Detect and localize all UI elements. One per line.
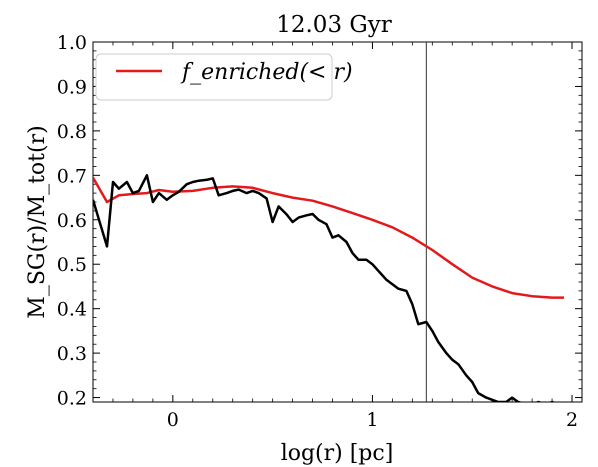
plot-frame [92,41,583,403]
y-tick-label: 0.6 [57,210,87,232]
legend-box [95,53,333,101]
plot-area: 0 1 2 0.2 0.3 0.4 0.5 0.6 0.7 0.8 0.9 1.0 [57,32,583,431]
y-tick-label: 0.5 [57,254,87,276]
x-tick-label: 1 [366,409,378,431]
y-tick-label: 1.0 [57,32,87,54]
y-axis-title: M_SG(r)/M_tot(r) [25,125,50,318]
y-tick-label: 0.9 [57,76,87,98]
y-tick-label: 0.4 [57,299,87,321]
x-tick-label: 0 [167,409,179,431]
chart-title: 12.03 Gyr [276,12,392,38]
y-tick-label: 0.8 [57,121,87,143]
y-tick-label: 0.3 [57,343,87,365]
y-tick-label: 0.7 [57,165,87,187]
legend-label-enriched: f_enriched(< r) [180,60,353,85]
y-tick-label: 0.2 [57,388,87,410]
x-axis-title: log(r) [pc] [281,441,394,466]
x-tick-label: 2 [566,409,578,431]
legend: f_enriched(< r) [95,53,353,101]
series-line-sg [93,174,556,402]
